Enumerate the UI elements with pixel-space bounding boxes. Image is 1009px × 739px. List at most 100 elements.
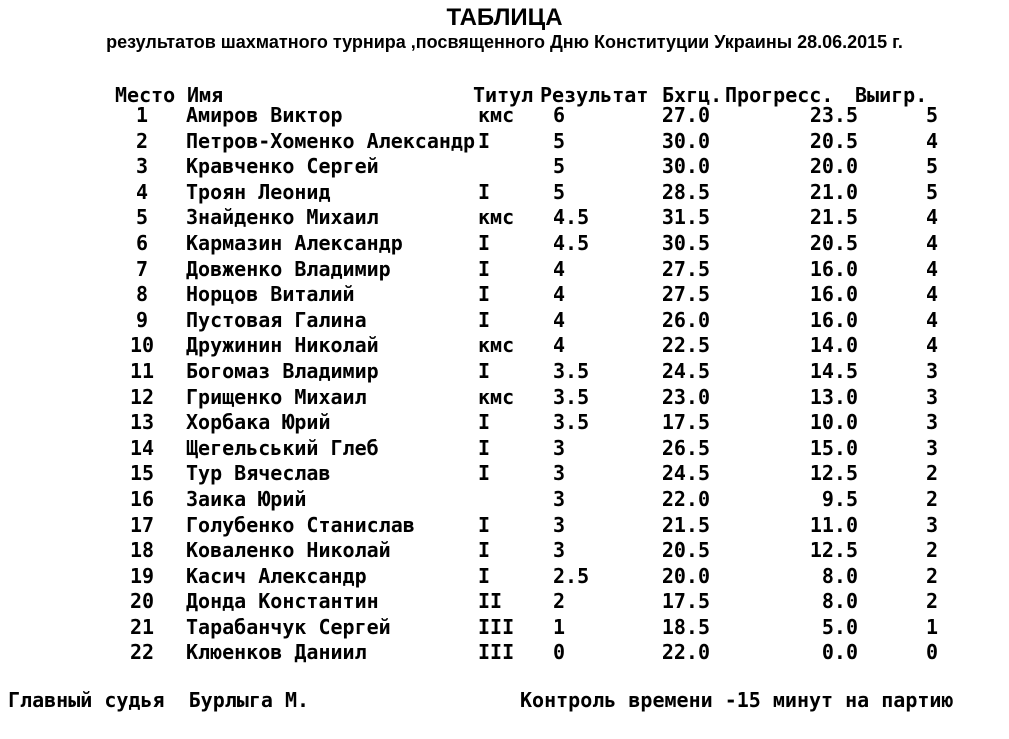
cell-buchholz: 20.0 — [661, 563, 710, 588]
cell-place: 22 — [129, 640, 155, 665]
cell-result: 2.5 — [553, 563, 590, 588]
cell-place: 19 — [129, 563, 155, 588]
cell-title: I — [478, 435, 491, 460]
cell-result: 4 — [553, 307, 566, 332]
table-row: 13 Хорбака Юрий I 3.5 17.5 10.0 3 — [112, 410, 938, 436]
cell-wins: 2 — [925, 538, 938, 563]
cell-wins: 0 — [925, 640, 938, 665]
cell-place: 8 — [135, 282, 149, 307]
cell-title: I — [478, 461, 491, 486]
cell-wins: 4 — [925, 307, 938, 332]
cell-wins: 5 — [925, 179, 938, 204]
cell-progress: 5.0 — [821, 614, 858, 639]
table-row: 19 Касич Александр I 2.5 20.0 8.0 2 — [112, 564, 938, 590]
column-header-result: Результат — [540, 83, 649, 107]
cell-place: 10 — [129, 333, 155, 358]
cell-name: Касич Александр — [186, 563, 367, 588]
cell-wins: 5 — [925, 154, 938, 179]
cell-title: I — [478, 256, 491, 281]
cell-buchholz: 20.5 — [661, 538, 710, 563]
chief-referee-note: Главный судья Бурлыга М. — [8, 688, 310, 712]
cell-name: Хорбака Юрий — [186, 410, 331, 435]
cell-title: I — [478, 538, 491, 563]
table-row: 9 Пустовая Галина I 4 26.0 16.0 4 — [112, 308, 938, 334]
cell-place: 13 — [129, 410, 155, 435]
cell-progress: 20.0 — [809, 154, 858, 179]
column-header-name: Имя — [187, 83, 224, 107]
cell-buchholz: 31.5 — [661, 205, 710, 230]
cell-place: 20 — [129, 589, 155, 614]
cell-name: Пустовая Галина — [186, 307, 367, 332]
cell-buchholz: 30.0 — [661, 128, 710, 153]
cell-wins: 3 — [925, 410, 938, 435]
table-row: 21 Тарабанчук Сергей III 1 18.5 5.0 1 — [112, 615, 938, 641]
cell-name: Петров-Хоменко Александр — [186, 128, 475, 153]
cell-place: 5 — [135, 205, 149, 230]
cell-result: 5 — [553, 128, 566, 153]
cell-name: Троян Леонид — [186, 179, 331, 204]
table-row: 7 Довженко Владимир I 4 27.5 16.0 4 — [112, 257, 938, 283]
cell-name: Дружинин Николай — [186, 333, 379, 358]
cell-title: I — [478, 358, 491, 383]
cell-wins: 4 — [925, 128, 938, 153]
cell-progress: 14.0 — [809, 333, 858, 358]
column-header-title: Титул — [473, 83, 534, 107]
cell-wins: 4 — [925, 256, 938, 281]
cell-result: 3 — [553, 512, 566, 537]
table-row: 1 Амиров Виктор кмс 6 27.0 23.5 5 — [112, 103, 938, 129]
cell-title: III — [478, 640, 515, 665]
table-row: 5 Знайденко Михаил кмс 4.5 31.5 21.5 4 — [112, 205, 938, 231]
column-header-buchholz: Бхгц. — [662, 83, 723, 107]
cell-title: I — [478, 282, 491, 307]
cell-wins: 2 — [925, 563, 938, 588]
cell-name: Коваленко Николай — [186, 538, 391, 563]
cell-title: кмс — [478, 103, 515, 127]
cell-wins: 2 — [925, 486, 938, 511]
cell-name: Амиров Виктор — [186, 103, 343, 127]
cell-buchholz: 26.0 — [661, 307, 710, 332]
cell-title: I — [478, 563, 491, 588]
cell-name: Щегельський Глеб — [186, 435, 379, 460]
cell-progress: 0.0 — [821, 640, 858, 665]
cell-title: кмс — [478, 205, 515, 230]
cell-result: 3.5 — [553, 384, 590, 409]
cell-title: II — [478, 589, 503, 614]
cell-name: Кармазин Александр — [186, 230, 403, 255]
cell-wins: 3 — [925, 435, 938, 460]
cell-progress: 16.0 — [809, 282, 858, 307]
cell-wins: 3 — [925, 358, 938, 383]
cell-result: 5 — [553, 154, 566, 179]
cell-name: Голубенко Станислав — [186, 512, 415, 537]
cell-wins: 4 — [925, 282, 938, 307]
cell-wins: 4 — [925, 205, 938, 230]
cell-buchholz: 26.5 — [661, 435, 710, 460]
cell-buchholz: 27.5 — [661, 256, 710, 281]
table-row: 10 Дружинин Николай кмс 4 22.5 14.0 4 — [112, 333, 938, 359]
cell-progress: 10.0 — [809, 410, 858, 435]
cell-wins: 3 — [925, 384, 938, 409]
cell-place: 9 — [135, 307, 149, 332]
cell-wins: 4 — [925, 230, 938, 255]
table-row: 20 Донда Константин II 2 17.5 8.0 2 — [112, 589, 938, 615]
cell-progress: 23.5 — [809, 103, 858, 127]
cell-progress: 12.5 — [809, 538, 858, 563]
cell-place: 6 — [135, 230, 149, 255]
table-row: 12 Грищенко Михаил кмс 3.5 23.0 13.0 3 — [112, 385, 938, 411]
cell-result: 2 — [553, 589, 566, 614]
cell-name: Донда Константин — [186, 589, 379, 614]
cell-buchholz: 27.5 — [661, 282, 710, 307]
cell-place: 12 — [129, 384, 155, 409]
cell-place: 21 — [129, 614, 155, 639]
cell-buchholz: 17.5 — [661, 410, 710, 435]
cell-title — [478, 487, 553, 513]
cell-title: I — [478, 512, 491, 537]
cell-result: 4 — [553, 282, 566, 307]
cell-name: Знайденко Михаил — [186, 205, 379, 230]
cell-progress: 11.0 — [809, 512, 858, 537]
cell-result: 4.5 — [553, 230, 590, 255]
cell-buchholz: 22.0 — [661, 640, 710, 665]
cell-progress: 12.5 — [809, 461, 858, 486]
cell-place: 17 — [129, 512, 155, 537]
cell-progress: 21.0 — [809, 179, 858, 204]
cell-name: Богомаз Владимир — [186, 358, 379, 383]
